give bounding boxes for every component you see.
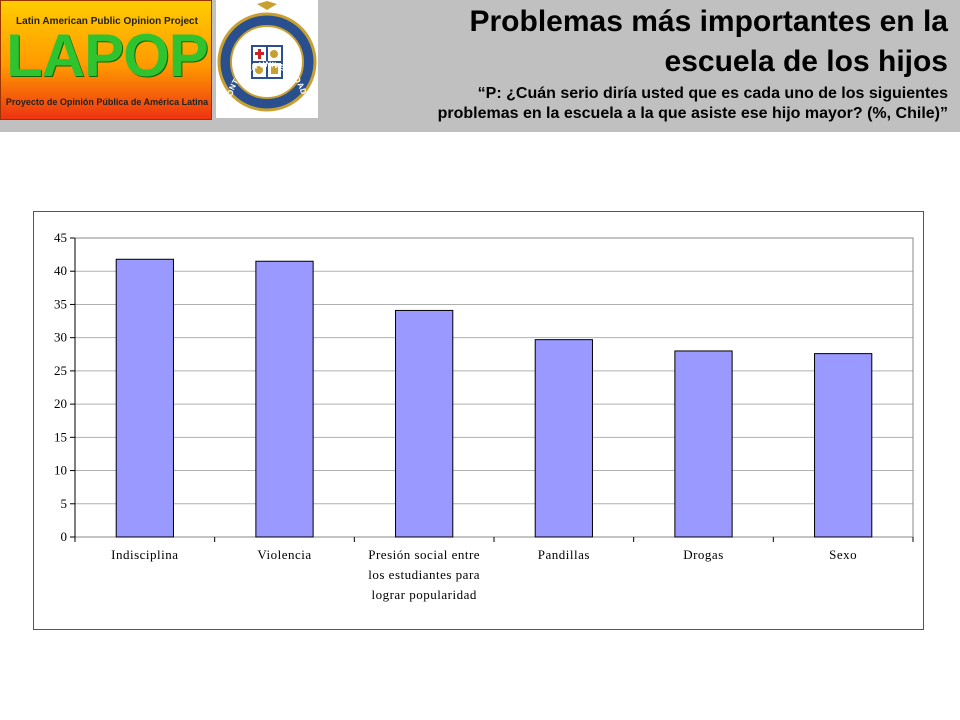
bar	[814, 353, 873, 538]
bar	[534, 339, 593, 538]
lapop-logo-wordmark: LAPOP	[6, 22, 209, 89]
page-title-line-2: escuela de los hijos	[664, 45, 948, 78]
x-category-label: Indisciplina	[111, 547, 178, 562]
y-tick-label: 40	[54, 263, 67, 278]
y-tick-label: 5	[61, 496, 68, 511]
lapop-logo-top-text: Latin American Public Opinion Project	[16, 16, 198, 27]
page-title: Problemas más importantes en la escuela …	[328, 2, 948, 82]
y-tick-label: 35	[54, 296, 67, 311]
y-tick-label: 15	[54, 429, 67, 444]
x-category-label: lograr popularidad	[371, 587, 476, 602]
bar-chart-svg: 0 5 10 15 20 25 30 35 40 45 Indisciplina Violencia P…	[54, 230, 914, 602]
x-category-label: los estudiantes para	[368, 567, 480, 582]
x-category-label: Pandillas	[538, 547, 590, 562]
lapop-logo: Latin American Public Opinion Project LA…	[0, 0, 212, 120]
question-subtitle-line-2: problemas en la escuela a la que asiste …	[437, 105, 948, 122]
x-category-label: Presión social entre	[368, 547, 480, 562]
plot-area-border	[74, 237, 914, 538]
question-subtitle: “P: ¿Cuán serio diría usted que es cada …	[328, 84, 948, 124]
x-category-label: Sexo	[829, 547, 857, 562]
bar-chart: 0 5 10 15 20 25 30 35 40 45 Indisciplina Violencia P…	[33, 211, 924, 630]
y-tick-label: 10	[54, 463, 67, 478]
lapop-logo-bottom-text: Proyecto de Opinión Pública de América L…	[5, 97, 209, 107]
university-seal-logo: PONTIFICIA UNIVERSIDAD CATÓLICA DE CHILE	[213, 0, 318, 118]
bar	[674, 350, 733, 538]
page-title-line-1: Problemas más importantes en la	[469, 5, 948, 38]
bar	[255, 260, 314, 538]
bar	[115, 258, 174, 538]
y-tick-label: 25	[54, 363, 67, 378]
y-tick-label: 20	[54, 396, 67, 411]
y-tick-label: 0	[61, 529, 68, 544]
x-category-label: Drogas	[683, 547, 724, 562]
y-tick-label: 45	[54, 230, 67, 245]
y-tick-label: 30	[54, 330, 67, 345]
question-subtitle-line-1: “P: ¿Cuán serio diría usted que es cada …	[477, 85, 948, 102]
bar	[395, 309, 454, 538]
x-category-label: Violencia	[257, 547, 311, 562]
slide-header: Latin American Public Opinion Project LA…	[0, 0, 960, 132]
title-block: Problemas más importantes en la escuela …	[328, 2, 948, 124]
